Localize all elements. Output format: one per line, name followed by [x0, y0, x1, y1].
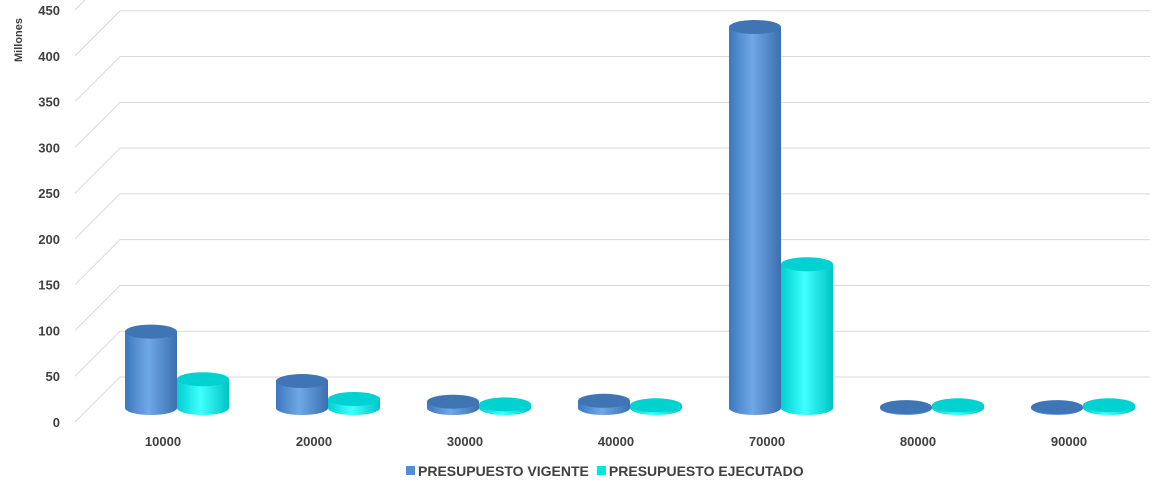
- bar: [578, 393, 630, 415]
- legend-item: PRESUPUESTO VIGENTE: [406, 463, 589, 479]
- bars: [125, 20, 1135, 415]
- legend-swatch: [596, 466, 606, 475]
- y-tick-label: 50: [46, 369, 60, 384]
- legend-item: PRESUPUESTO EJECUTADO: [596, 463, 804, 479]
- bar-body: [729, 27, 781, 415]
- legend: PRESUPUESTO VIGENTE PRESUPUESTO EJECUTADO: [406, 463, 804, 479]
- y-tick-label: 150: [38, 278, 60, 293]
- bar: [880, 400, 932, 415]
- x-axis-ticks: 10000 20000 30000 40000 70000 80000 90000: [145, 434, 1087, 449]
- legend-label: PRESUPUESTO VIGENTE: [418, 463, 589, 479]
- bar: [479, 397, 531, 415]
- bar-top: [1031, 400, 1083, 415]
- bar: [125, 324, 177, 415]
- gridline: [74, 56, 1150, 102]
- x-tick-label: 10000: [145, 434, 181, 449]
- series-1: [177, 257, 1135, 415]
- y-tick-label: 450: [38, 3, 60, 18]
- bar-top: [578, 393, 630, 408]
- y-tick-label: 0: [53, 415, 60, 430]
- y-tick-label: 250: [38, 186, 60, 201]
- gridline: [74, 101, 1150, 148]
- bar: [427, 394, 479, 415]
- bar-top: [1083, 398, 1135, 413]
- bar-body: [276, 381, 328, 415]
- gridline: [74, 10, 1150, 57]
- bar: [630, 398, 682, 415]
- y-tick-label: 400: [38, 49, 60, 64]
- gridline: [74, 193, 1150, 240]
- legend-label: PRESUPUESTO EJECUTADO: [609, 463, 804, 479]
- x-tick-label: 20000: [296, 434, 332, 449]
- x-tick-label: 30000: [447, 434, 483, 449]
- bar-top: [781, 257, 833, 272]
- gridline: [74, 0, 86, 11]
- x-tick-label: 80000: [900, 434, 936, 449]
- bar-top: [276, 374, 328, 389]
- bar-body: [125, 331, 177, 415]
- bar: [276, 374, 328, 415]
- series-0: [125, 20, 1083, 415]
- bar: [932, 398, 984, 415]
- bar-top: [479, 397, 531, 412]
- bar: [729, 20, 781, 415]
- x-tick-label: 40000: [598, 434, 634, 449]
- bar-top: [932, 398, 984, 413]
- bar: [1031, 400, 1083, 415]
- bar-top: [880, 400, 932, 415]
- bar: [177, 372, 229, 415]
- gridlines: [74, 0, 1150, 423]
- bar-top: [177, 372, 229, 387]
- bar-top: [125, 324, 177, 339]
- bar-top: [427, 394, 479, 409]
- bar-body: [177, 379, 229, 415]
- bar-top: [328, 392, 380, 407]
- bar-top: [729, 20, 781, 34]
- bar: [781, 257, 833, 415]
- bar-body: [781, 264, 833, 415]
- y-axis-label: Millones: [13, 18, 25, 62]
- legend-swatch: [406, 466, 415, 475]
- gridline: [74, 147, 1150, 194]
- y-tick-label: 100: [38, 323, 60, 338]
- x-tick-label: 90000: [1051, 434, 1087, 449]
- y-tick-label: 300: [38, 140, 60, 155]
- bar-top: [630, 398, 682, 413]
- bar: [1083, 398, 1135, 415]
- y-tick-label: 200: [38, 232, 60, 247]
- y-axis-ticks: 0 50 100 150 200 250 300 350 400 450: [38, 3, 60, 430]
- bar: [328, 392, 380, 415]
- x-tick-label: 70000: [749, 434, 785, 449]
- gridline: [74, 284, 1150, 331]
- gridline: [74, 330, 1150, 377]
- y-tick-label: 350: [38, 95, 60, 110]
- gridline: [74, 239, 1150, 286]
